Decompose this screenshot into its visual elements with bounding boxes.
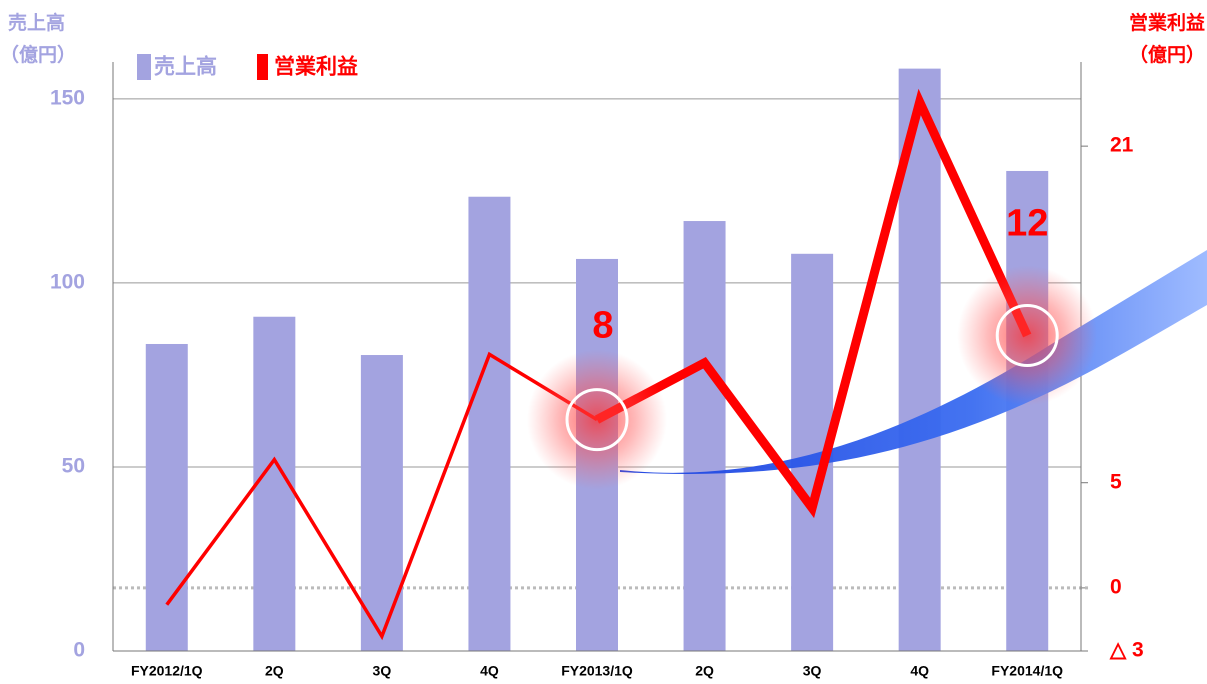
x-tick-label: 4Q [480,663,499,679]
legend-swatch [257,54,268,80]
y2-axis-label: （億円） [1129,43,1205,66]
y2-tick-label: 0 [1110,575,1122,598]
x-tick-label: 4Q [910,663,929,679]
bar [468,196,511,651]
legend-label: 営業利益 [274,55,358,79]
x-tick-label: FY2013/1Q [561,663,633,679]
bar [1006,170,1049,651]
data-label: 12 [1006,202,1048,244]
legend-label: 売上高 [154,55,217,79]
highlight-ring [995,303,1059,367]
y-tick-label: 100 [50,270,85,293]
x-tick-label: 2Q [695,663,714,679]
line [165,351,598,641]
y-axis-label: 売上高 [8,11,65,34]
legend-swatch [137,54,151,80]
y2-tick-label: 5 [1110,470,1122,493]
y2-axis-label: 営業利益 [1129,11,1205,34]
y-tick-label: 150 [50,86,85,109]
x-tick-label: FY2012/1Q [131,663,203,679]
bar [145,343,188,651]
bar [683,221,726,651]
y-tick-label: 50 [62,454,85,477]
bar [360,355,403,651]
y2-tick-label: 21 [1110,134,1134,157]
axis-labels: 売上高 （億円） 営業利益 （億円） [0,11,1205,66]
line [594,88,1032,519]
x-tick-label: 2Q [265,663,284,679]
y-tick-label: 0 [73,639,85,662]
y-axis-label: （億円） [0,43,76,66]
x-tick-label: 3Q [373,663,392,679]
y2-tick-label: △ 3 [1109,639,1144,662]
x-tick-label: 3Q [803,663,822,679]
data-label: 8 [592,305,613,347]
highlight-ring [565,388,629,452]
x-tick-label: FY2014/1Q [991,663,1063,679]
highlight-glow [957,265,1098,406]
highlight-glow [527,349,667,490]
